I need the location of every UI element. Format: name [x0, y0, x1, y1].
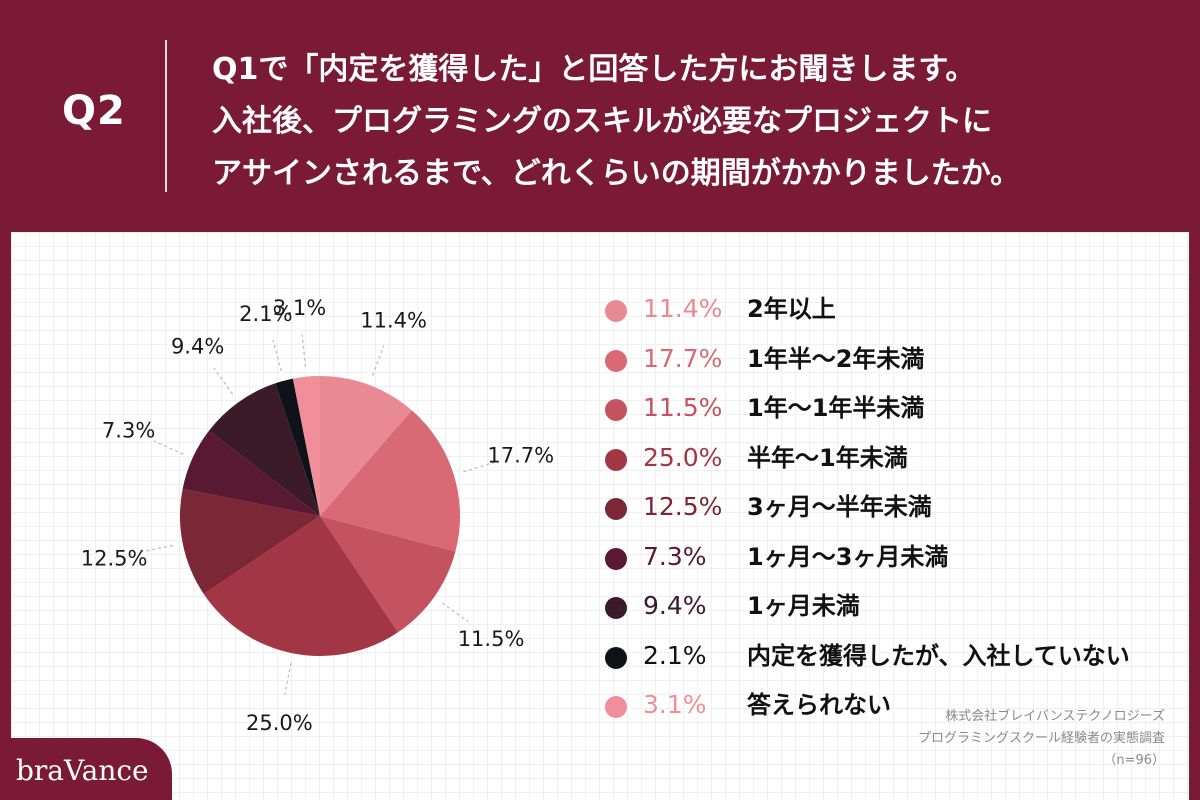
data-label-0: 11.4%: [360, 308, 427, 332]
pie-slice-4: [180, 488, 320, 594]
legend-item-6: 9.4% 1ヶ月未満: [605, 585, 1185, 625]
brand-tab: [0, 738, 172, 800]
legend-value: 3.1%: [643, 690, 707, 719]
question-text: Q1で「内定を獲得した」と回答した方にお聞きします。 入社後、プログラミングのス…: [212, 44, 1172, 200]
legend-item-4: 12.5% 3ヶ月〜半年未満: [605, 486, 1185, 526]
legend-value: 17.7%: [643, 343, 723, 373]
data-label-1: 17.7%: [487, 443, 554, 467]
pie-slice-2: [320, 516, 456, 633]
leader-line-6: [213, 367, 234, 395]
leader-line-0: [371, 345, 385, 376]
legend-item-7: 2.1% 内定を獲得したが、入社していない: [605, 635, 1185, 675]
legend-swatch: [605, 646, 627, 669]
question-line-2: 入社後、プログラミングのスキルが必要なプロジェクトに: [212, 104, 992, 139]
pie-slice-8: [292, 376, 320, 516]
leader-line-3: [284, 663, 292, 695]
leader-line-2: [441, 602, 469, 623]
data-label-6: 9.4%: [171, 334, 224, 358]
legend-swatch: [605, 696, 627, 718]
legend-label: 半年〜1年未満: [747, 443, 908, 472]
pie-slice-7: [275, 378, 320, 516]
legend-label: 2年以上: [747, 295, 836, 323]
pie-slice-1: [320, 410, 461, 552]
legend-label: 答えられない: [747, 691, 891, 719]
leader-line-7: [272, 339, 282, 372]
pie-slice-6: [208, 383, 320, 516]
question-line-1: Q1で「内定を獲得した」と回答した方にお聞きします。: [212, 52, 976, 87]
legend-item-2: 11.5% 1年〜1年半未満: [605, 387, 1185, 427]
legend-label: 1ヶ月未満: [747, 592, 860, 620]
legend-item-1: 17.7% 1年半〜2年未満: [605, 338, 1185, 378]
legend-item-3: 25.0% 半年〜1年未満: [605, 437, 1185, 477]
legend-value: 7.3%: [643, 541, 707, 571]
data-label-3: 25.0%: [246, 711, 313, 735]
legend-label: 内定を獲得したが、入社していない: [747, 641, 1130, 670]
legend-item-8: 3.1% 答えられない: [605, 684, 1185, 724]
legend-value: 2.1%: [643, 640, 707, 670]
legend-swatch: [605, 547, 627, 570]
header-divider: [165, 40, 167, 192]
legend-swatch: [605, 399, 627, 421]
source-note: 株式会社ブレイバンステクノロジーズ プログラミングスクール経験者の実態調査 （n…: [918, 706, 1165, 772]
legend-swatch: [605, 498, 627, 520]
legend-value: 11.4%: [643, 294, 723, 323]
pie-slice-0: [320, 376, 412, 516]
pie-slice-5: [182, 430, 320, 516]
legend-swatch: [605, 448, 627, 471]
question-line-3: アサインされるまで、どれくらいの期間がかかりましたか。: [212, 156, 1021, 191]
legend-label: 3ヶ月〜半年未満: [747, 493, 932, 521]
legend-item-0: 11.4% 2年以上: [605, 288, 1185, 328]
legend-value: 12.5%: [643, 492, 723, 521]
leader-line-5: [153, 440, 184, 455]
leader-line-4: [141, 544, 174, 553]
pie-chart: 11.4% 17.7% 11.5% 25.0% 12.5% 7.3% 9.4% 2.1%3.1…: [81, 296, 554, 735]
data-label-2: 11.5%: [458, 627, 525, 651]
legend-swatch: [605, 349, 627, 372]
legend-value: 25.0%: [643, 442, 723, 472]
data-label-5: 7.3%: [102, 419, 155, 443]
data-label-7: 2.1%: [239, 302, 292, 326]
legend-label: 1年〜1年半未満: [747, 394, 925, 422]
pie-slice-3: [203, 516, 398, 656]
data-label-8: 3.1%: [273, 296, 326, 320]
source-company: 株式会社ブレイバンステクノロジーズ: [945, 709, 1165, 724]
source-sample-size: （n=96）: [1103, 753, 1165, 768]
leader-line-8: [301, 334, 307, 367]
legend-item-5: 7.3% 1ヶ月〜3ヶ月未満: [605, 536, 1185, 576]
legend-value: 9.4%: [643, 591, 707, 620]
legend-value: 11.5%: [643, 393, 723, 422]
legend-swatch: [605, 300, 627, 322]
legend-label: 1年半〜2年未満: [747, 344, 925, 373]
brand-logo: braVance: [16, 754, 149, 787]
source-survey: プログラミングスクール経験者の実態調査: [917, 731, 1165, 746]
chart-panel: 11.4% 17.7% 11.5% 25.0% 12.5% 7.3% 9.4% 2.1% 3.1…: [11, 232, 1189, 800]
leader-line-1: [463, 461, 495, 473]
legend-swatch: [605, 597, 627, 619]
header: Q2 Q1で「内定を獲得した」と回答した方にお聞きします。 入社後、プログラミン…: [0, 0, 1200, 230]
data-label-4: 12.5%: [81, 546, 148, 570]
legend-label: 1ヶ月〜3ヶ月未満: [747, 542, 949, 571]
question-number: Q2: [62, 88, 126, 134]
